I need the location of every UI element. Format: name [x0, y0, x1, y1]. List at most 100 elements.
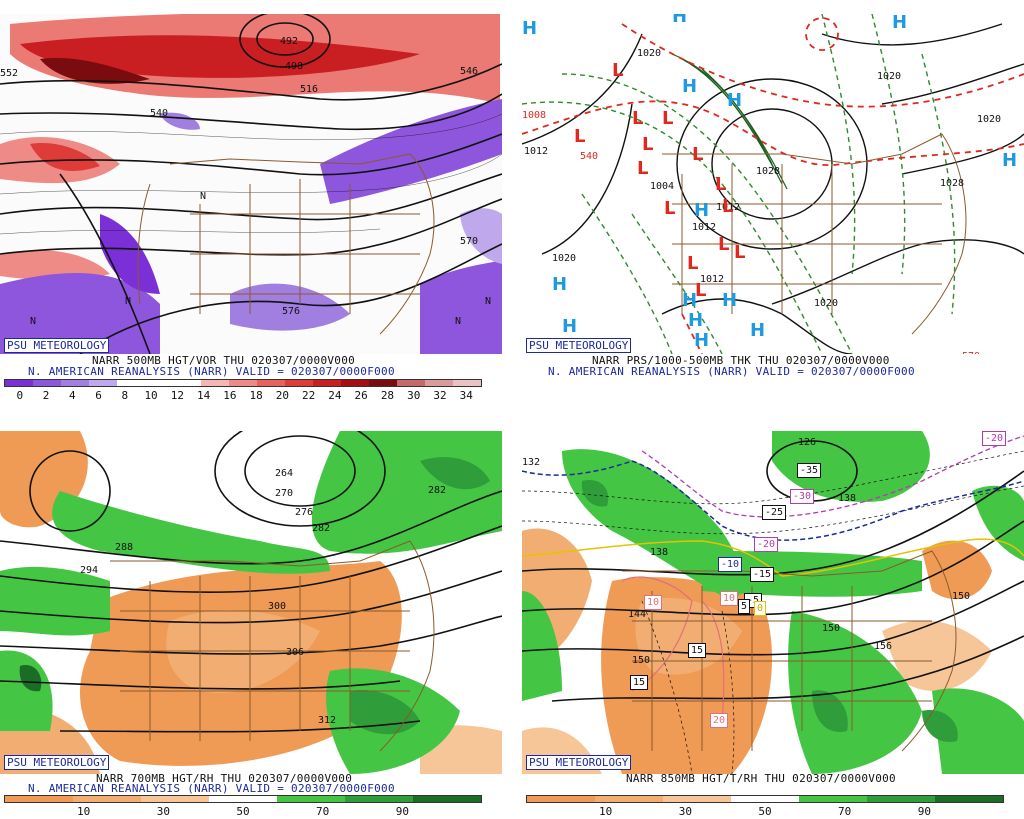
vorticity-scale-labels: 0 2 4 6 8 10 12 14 16 18 20 22 24 26 28 30 32 34 [4, 389, 482, 402]
map-caption: NARR 700MB HGT/RH THU 020307/0000V000 [96, 772, 353, 785]
contour-label: 126 [798, 437, 816, 448]
psu-meteorology-badge: PSU METEOROLOGY [526, 338, 632, 353]
rh850-map-graphic: 126 132 138 138 144 150 150 156 150 [522, 431, 1024, 774]
scale-swatch [209, 796, 277, 802]
isobar-label: 1012 [700, 274, 724, 285]
scale-swatch [369, 380, 397, 386]
high-pressure-marker: H [750, 320, 765, 341]
scale-tick-label: 14 [196, 389, 211, 402]
contour-label: 570 [460, 236, 478, 247]
low-pressure-marker: L [692, 144, 703, 165]
contour-label: 276 [295, 507, 313, 518]
vorticity-map: 492 498 516 540 552 546 570 576 N N N N … [0, 14, 502, 354]
low-pressure-marker: L [662, 108, 673, 129]
high-pressure-marker: H [672, 14, 687, 27]
map-valid-caption: N. AMERICAN REANALYSIS (NARR) VALID = 02… [28, 782, 395, 795]
psu-meteorology-badge: PSU METEOROLOGY [4, 338, 110, 353]
rh-scale-labels: 10 30 50 70 90 [4, 805, 482, 818]
map-caption: NARR PRS/1000-500MB THK THU 020307/0000V… [592, 354, 890, 367]
contour-label: 138 [838, 493, 856, 504]
isobar-label: 1020 [877, 71, 901, 82]
scale-tick-label: 70 [838, 805, 852, 818]
isotherm-label: 20 [710, 713, 729, 728]
contour-label: 132 [522, 457, 540, 468]
rh-scale-labels: 10 30 50 70 90 [526, 805, 1004, 818]
contour-label: 150 [632, 655, 650, 666]
scale-swatch [5, 796, 73, 802]
scale-swatch [425, 380, 453, 386]
isobar-label: 1020 [977, 114, 1001, 125]
high-pressure-marker: H [682, 76, 697, 97]
scale-swatch [341, 380, 369, 386]
low-pressure-marker: L [632, 108, 643, 129]
low-pressure-marker: L [734, 242, 745, 263]
panel-700mb-rh: 264 270 276 282 288 282 294 300 306 312 … [0, 419, 512, 819]
scale-swatch [5, 380, 33, 386]
high-pressure-marker: H [688, 310, 703, 331]
scale-swatch [731, 796, 799, 802]
isotherm-label: 10 [644, 595, 663, 610]
contour-label: 288 [115, 542, 133, 553]
scale-tick-label: 4 [68, 389, 76, 402]
scale-swatch [145, 380, 173, 386]
isobar-label: 1028 [756, 166, 780, 177]
scale-tick-label: 26 [354, 389, 368, 402]
scale-tick-label: 16 [223, 389, 237, 402]
scale-tick-label: 30 [407, 389, 421, 402]
scale-tick-label: 50 [236, 805, 250, 818]
psu-meteorology-badge: PSU METEOROLOGY [526, 755, 632, 770]
low-pressure-marker: L [718, 234, 729, 255]
isotherm-label: 15 [688, 643, 707, 658]
isobar-label: 1020 [552, 253, 576, 264]
isotherm-label: 15 [630, 675, 649, 690]
high-pressure-marker: H [727, 90, 742, 111]
low-pressure-marker: L [715, 174, 726, 195]
scale-tick-label: 18 [249, 389, 263, 402]
pressure-thickness-map: 1020 1020 1012 1004 1028 1028 1012 1020 … [522, 14, 1024, 354]
contour-label: 498 [285, 61, 303, 72]
isobar-label: 1004 [650, 181, 674, 192]
scale-swatch [799, 796, 867, 802]
contour-label: 546 [460, 66, 478, 77]
low-pressure-marker: L [687, 253, 698, 274]
scale-swatch [453, 380, 481, 386]
contour-label: 138 [650, 547, 668, 558]
low-pressure-marker: L [612, 60, 623, 81]
low-pressure-marker: L [637, 158, 648, 179]
scale-tick-label: 0 [16, 389, 24, 402]
vort-center: N [200, 191, 206, 202]
scale-tick-label: 30 [678, 805, 692, 818]
scale-tick-label: 12 [170, 389, 184, 402]
scale-swatch [277, 796, 345, 802]
rh850-map: 126 132 138 138 144 150 150 156 150 -35 … [522, 431, 1024, 774]
high-pressure-marker: H [694, 330, 709, 351]
panel-500mb-vorticity: 492 498 516 540 552 546 570 576 N N N N … [0, 0, 512, 405]
contour-label: 306 [286, 647, 304, 658]
scale-swatch [527, 796, 595, 802]
thickness-label: 540 [580, 151, 598, 162]
high-pressure-marker: H [892, 14, 907, 33]
scale-tick-label: 70 [316, 805, 330, 818]
high-pressure-marker: H [682, 290, 697, 311]
scale-tick-label: 10 [77, 805, 91, 818]
contour-label: 552 [0, 68, 18, 79]
map-caption: NARR 850MB HGT/T/RH THU 020307/0000V000 [626, 772, 896, 785]
low-pressure-marker: L [695, 280, 706, 301]
contour-label: 492 [280, 36, 298, 47]
scale-tick-label: 24 [328, 389, 342, 402]
contour-label: 300 [268, 601, 286, 612]
contour-label: 150 [952, 591, 970, 602]
low-pressure-marker: L [574, 126, 585, 147]
low-pressure-marker: L [722, 196, 733, 217]
vorticity-map-graphic: 492 498 516 540 552 546 570 576 N N N N … [0, 14, 502, 354]
isotherm-label: -15 [750, 567, 775, 582]
isobar-label: 1020 [637, 48, 661, 59]
rh700-map-graphic: 264 270 276 282 288 282 294 300 306 312 [0, 431, 502, 774]
rh-color-scale [526, 795, 1004, 803]
rh-color-scale [4, 795, 482, 803]
isotherm-label: -30 [790, 489, 815, 504]
scale-tick-label: 90 [917, 805, 931, 818]
isotherm-label: -35 [797, 463, 822, 478]
contour-label: 282 [312, 523, 330, 534]
scale-swatch [397, 380, 425, 386]
